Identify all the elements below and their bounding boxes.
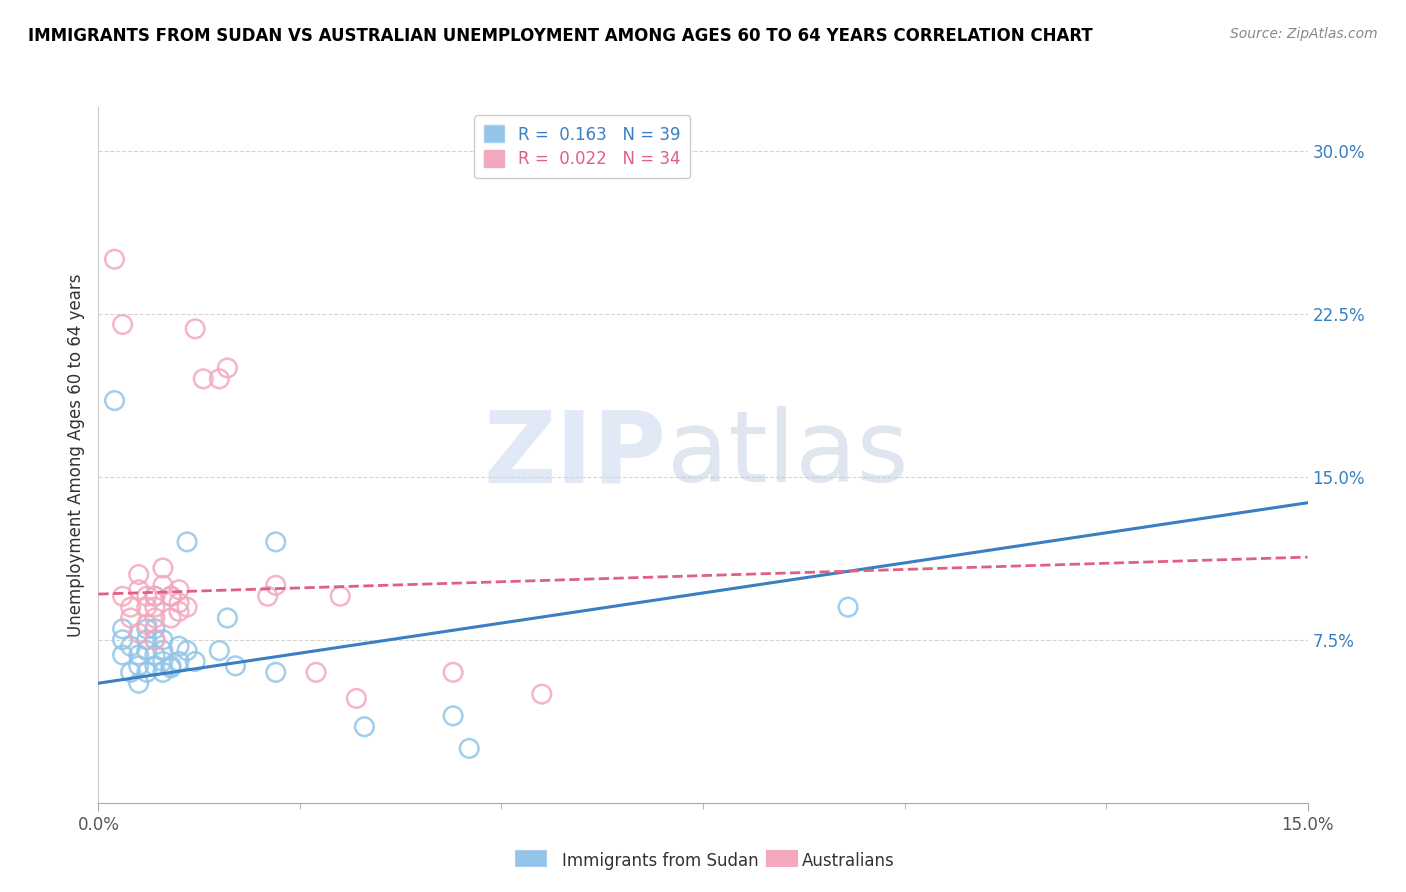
Point [103, 393, 125, 408]
Point [160, 589, 183, 603]
Point [160, 611, 183, 625]
Point [111, 648, 134, 662]
Text: Source: ZipAtlas.com: Source: ZipAtlas.com [1230, 27, 1378, 41]
Point [143, 632, 166, 647]
Point [135, 665, 157, 680]
Point [111, 318, 134, 332]
Point [135, 600, 157, 615]
Point [305, 665, 328, 680]
Text: Immigrants from Sudan: Immigrants from Sudan [562, 852, 759, 870]
Point [152, 578, 174, 592]
Point [135, 589, 157, 603]
Point [143, 648, 166, 662]
Point [135, 617, 157, 632]
Point [353, 720, 375, 734]
Point [160, 661, 183, 675]
Point [143, 632, 166, 647]
Point [152, 665, 174, 680]
Point [167, 582, 190, 597]
Point [167, 639, 190, 653]
Point [143, 589, 166, 603]
Point [441, 708, 464, 723]
Point [143, 611, 166, 625]
Point [530, 687, 553, 701]
Point [152, 561, 174, 575]
Point [128, 567, 150, 582]
Point [217, 611, 239, 625]
Point [264, 578, 287, 592]
Point [167, 596, 190, 610]
Point [111, 632, 134, 647]
Point [120, 600, 142, 615]
Point [167, 605, 190, 619]
Point [103, 252, 125, 267]
Point [128, 582, 150, 597]
Text: Australians: Australians [801, 852, 894, 870]
Point [143, 600, 166, 615]
Point [256, 589, 278, 603]
Point [208, 372, 231, 386]
Point [143, 622, 166, 636]
Point [160, 589, 183, 603]
Point [224, 658, 246, 673]
Point [208, 643, 231, 657]
Point [135, 632, 157, 647]
Point [135, 643, 157, 657]
Y-axis label: Unemployment Among Ages 60 to 64 years: Unemployment Among Ages 60 to 64 years [66, 273, 84, 637]
Point [135, 622, 157, 636]
Point [441, 665, 464, 680]
Point [344, 691, 367, 706]
Point [217, 360, 239, 375]
Point [329, 589, 352, 603]
Point [120, 639, 142, 653]
Point [128, 676, 150, 690]
Point [120, 665, 142, 680]
Point [458, 741, 481, 756]
Point [264, 665, 287, 680]
Point [143, 658, 166, 673]
Point [152, 643, 174, 657]
Point [152, 655, 174, 669]
Point [160, 658, 183, 673]
Text: IMMIGRANTS FROM SUDAN VS AUSTRALIAN UNEMPLOYMENT AMONG AGES 60 TO 64 YEARS CORRE: IMMIGRANTS FROM SUDAN VS AUSTRALIAN UNEM… [28, 27, 1092, 45]
Legend: R =  0.163   N = 39, R =  0.022   N = 34: R = 0.163 N = 39, R = 0.022 N = 34 [474, 115, 690, 178]
Text: ZIP: ZIP [484, 407, 666, 503]
Point [143, 589, 166, 603]
Point [264, 535, 287, 549]
Point [111, 622, 134, 636]
Point [184, 655, 207, 669]
Point [167, 655, 190, 669]
Point [193, 372, 215, 386]
Point [176, 535, 198, 549]
Point [120, 611, 142, 625]
Point [111, 589, 134, 603]
Point [176, 600, 198, 615]
Point [837, 600, 859, 615]
Text: atlas: atlas [666, 407, 908, 503]
Point [184, 322, 207, 336]
Point [128, 626, 150, 640]
Point [152, 632, 174, 647]
Point [176, 643, 198, 657]
Point [128, 648, 150, 662]
Point [128, 658, 150, 673]
